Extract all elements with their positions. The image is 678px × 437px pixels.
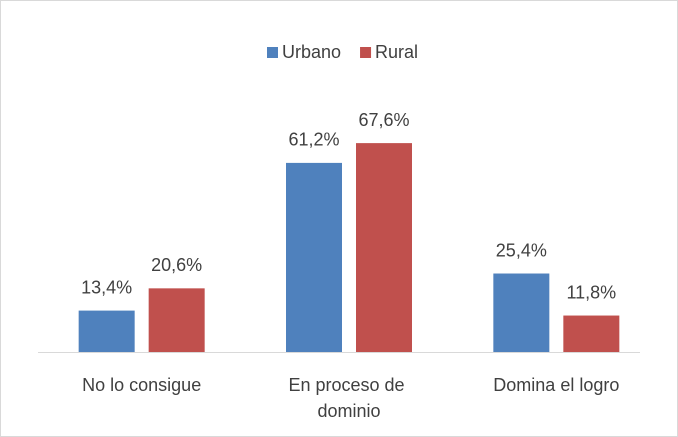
data-label: 25,4% bbox=[496, 240, 547, 260]
legend-label: Rural bbox=[375, 42, 418, 62]
x-tick-label: Domina el logro bbox=[493, 375, 619, 395]
data-label: 67,6% bbox=[358, 110, 409, 130]
x-tick-label: No lo consigue bbox=[82, 375, 201, 395]
legend-label: Urbano bbox=[282, 42, 341, 62]
data-label: 20,6% bbox=[151, 255, 202, 275]
bar bbox=[78, 310, 135, 352]
bar bbox=[493, 273, 550, 352]
legend-swatch bbox=[360, 47, 372, 58]
data-label: 11,8% bbox=[566, 282, 616, 302]
data-label: 61,2% bbox=[288, 130, 339, 150]
legend-swatch bbox=[267, 47, 278, 58]
bar bbox=[563, 315, 620, 352]
bar bbox=[148, 288, 205, 352]
x-tick-label: En proceso de dominio bbox=[288, 375, 409, 421]
bar bbox=[356, 143, 412, 352]
bar bbox=[286, 162, 342, 352]
data-label: 13,4% bbox=[81, 277, 132, 297]
